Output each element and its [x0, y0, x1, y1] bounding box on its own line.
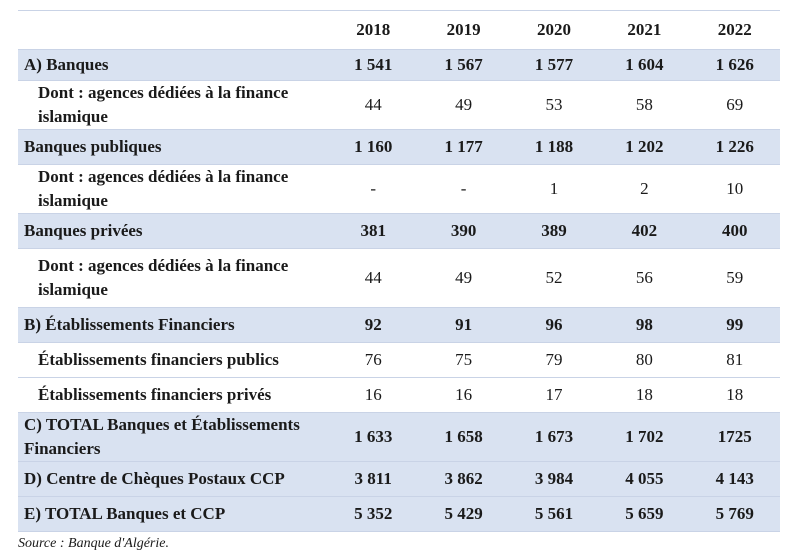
row-value: 76	[328, 342, 419, 378]
row-label: Établissements financiers privés	[18, 377, 329, 413]
row-value: 53	[508, 80, 600, 130]
row-value: 1 226	[689, 129, 780, 165]
row-value: 1 567	[418, 49, 509, 81]
row-value: 69	[689, 80, 780, 130]
row-value: 3 984	[508, 461, 600, 497]
row-value: 1725	[689, 412, 780, 462]
table-row: Établissements financiers privés 16 16 1…	[18, 377, 780, 413]
row-value: 1 626	[689, 49, 780, 81]
row-value: 1 160	[328, 129, 419, 165]
row-value: 5 352	[328, 496, 419, 532]
row-value: 1 658	[418, 412, 509, 462]
row-value: 402	[599, 213, 690, 249]
row-label: Dont : agences dédiées à la finance isla…	[18, 164, 329, 214]
row-value: 16	[328, 377, 419, 413]
row-label: Banques publiques	[18, 129, 329, 165]
row-value: 4 143	[689, 461, 780, 497]
row-value: 58	[599, 80, 690, 130]
row-value: 52	[508, 248, 600, 308]
header-year: 2022	[689, 10, 780, 50]
row-value: 49	[418, 248, 509, 308]
row-value: 96	[508, 307, 600, 343]
row-value: 18	[599, 377, 690, 413]
row-value: 389	[508, 213, 600, 249]
row-value: -	[328, 164, 419, 214]
row-value: 44	[328, 80, 419, 130]
row-value: 5 659	[599, 496, 690, 532]
table-row: Établissements financiers publics 76 75 …	[18, 342, 780, 378]
row-value: 80	[599, 342, 690, 378]
header-year: 2021	[599, 10, 690, 50]
row-value: 1 633	[328, 412, 419, 462]
row-value: 1 673	[508, 412, 600, 462]
row-value: 56	[599, 248, 690, 308]
row-value: 92	[328, 307, 419, 343]
row-label: A) Banques	[18, 49, 329, 81]
row-value: 1 541	[328, 49, 419, 81]
row-value: 400	[689, 213, 780, 249]
row-value: 381	[328, 213, 419, 249]
table-row: Banques privées 381 390 389 402 400	[18, 213, 780, 249]
row-value: 75	[418, 342, 509, 378]
table-row: Banques publiques 1 160 1 177 1 188 1 20…	[18, 129, 780, 165]
row-value: 49	[418, 80, 509, 130]
row-value: 5 429	[418, 496, 509, 532]
row-value: 1	[508, 164, 600, 214]
row-value: 59	[689, 248, 780, 308]
row-value: 79	[508, 342, 600, 378]
row-label: E) TOTAL Banques et CCP	[18, 496, 329, 532]
row-value: 1 177	[418, 129, 509, 165]
row-value: -	[418, 164, 509, 214]
row-value: 5 769	[689, 496, 780, 532]
table-row: A) Banques 1 541 1 567 1 577 1 604 1 626	[18, 49, 780, 81]
row-value: 3 862	[418, 461, 509, 497]
row-label: D) Centre de Chèques Postaux CCP	[18, 461, 329, 497]
row-value: 1 577	[508, 49, 600, 81]
table-row: C) TOTAL Banques et Établissements Finan…	[18, 412, 780, 462]
row-value: 99	[689, 307, 780, 343]
row-value: 91	[418, 307, 509, 343]
header-year: 2020	[508, 10, 600, 50]
row-value: 4 055	[599, 461, 690, 497]
header-year: 2018	[328, 10, 419, 50]
table-row: Dont : agences dédiées à la finance isla…	[18, 248, 780, 308]
row-value: 1 188	[508, 129, 600, 165]
row-value: 5 561	[508, 496, 600, 532]
row-value: 10	[689, 164, 780, 214]
row-value: 390	[418, 213, 509, 249]
table-row: Dont : agences dédiées à la finance isla…	[18, 80, 780, 130]
source-note: Source : Banque d'Algérie.	[18, 536, 169, 551]
row-label: C) TOTAL Banques et Établissements Finan…	[18, 412, 329, 462]
row-value: 16	[418, 377, 509, 413]
row-label: Dont : agences dédiées à la finance isla…	[18, 248, 329, 308]
row-value: 3 811	[328, 461, 419, 497]
table-header-row: 2018 2019 2020 2021 2022	[18, 10, 780, 50]
header-label-cell	[18, 10, 329, 50]
row-label: Établissements financiers publics	[18, 342, 329, 378]
header-year: 2019	[418, 10, 509, 50]
statistics-table-container: 2018 2019 2020 2021 2022 A) Banques 1 54…	[18, 10, 780, 532]
row-value: 81	[689, 342, 780, 378]
table-row: D) Centre de Chèques Postaux CCP 3 811 3…	[18, 461, 780, 497]
row-value: 44	[328, 248, 419, 308]
bank-network-table: 2018 2019 2020 2021 2022 A) Banques 1 54…	[18, 10, 780, 532]
row-label: Banques privées	[18, 213, 329, 249]
table-row: B) Établissements Financiers 92 91 96 98…	[18, 307, 780, 343]
table-row: Dont : agences dédiées à la finance isla…	[18, 164, 780, 214]
row-value: 18	[689, 377, 780, 413]
row-value: 2	[599, 164, 690, 214]
row-label: Dont : agences dédiées à la finance isla…	[18, 80, 329, 130]
row-value: 1 702	[599, 412, 690, 462]
row-value: 98	[599, 307, 690, 343]
row-label: B) Établissements Financiers	[18, 307, 329, 343]
table-row: E) TOTAL Banques et CCP 5 352 5 429 5 56…	[18, 496, 780, 532]
row-value: 17	[508, 377, 600, 413]
row-value: 1 202	[599, 129, 690, 165]
row-value: 1 604	[599, 49, 690, 81]
